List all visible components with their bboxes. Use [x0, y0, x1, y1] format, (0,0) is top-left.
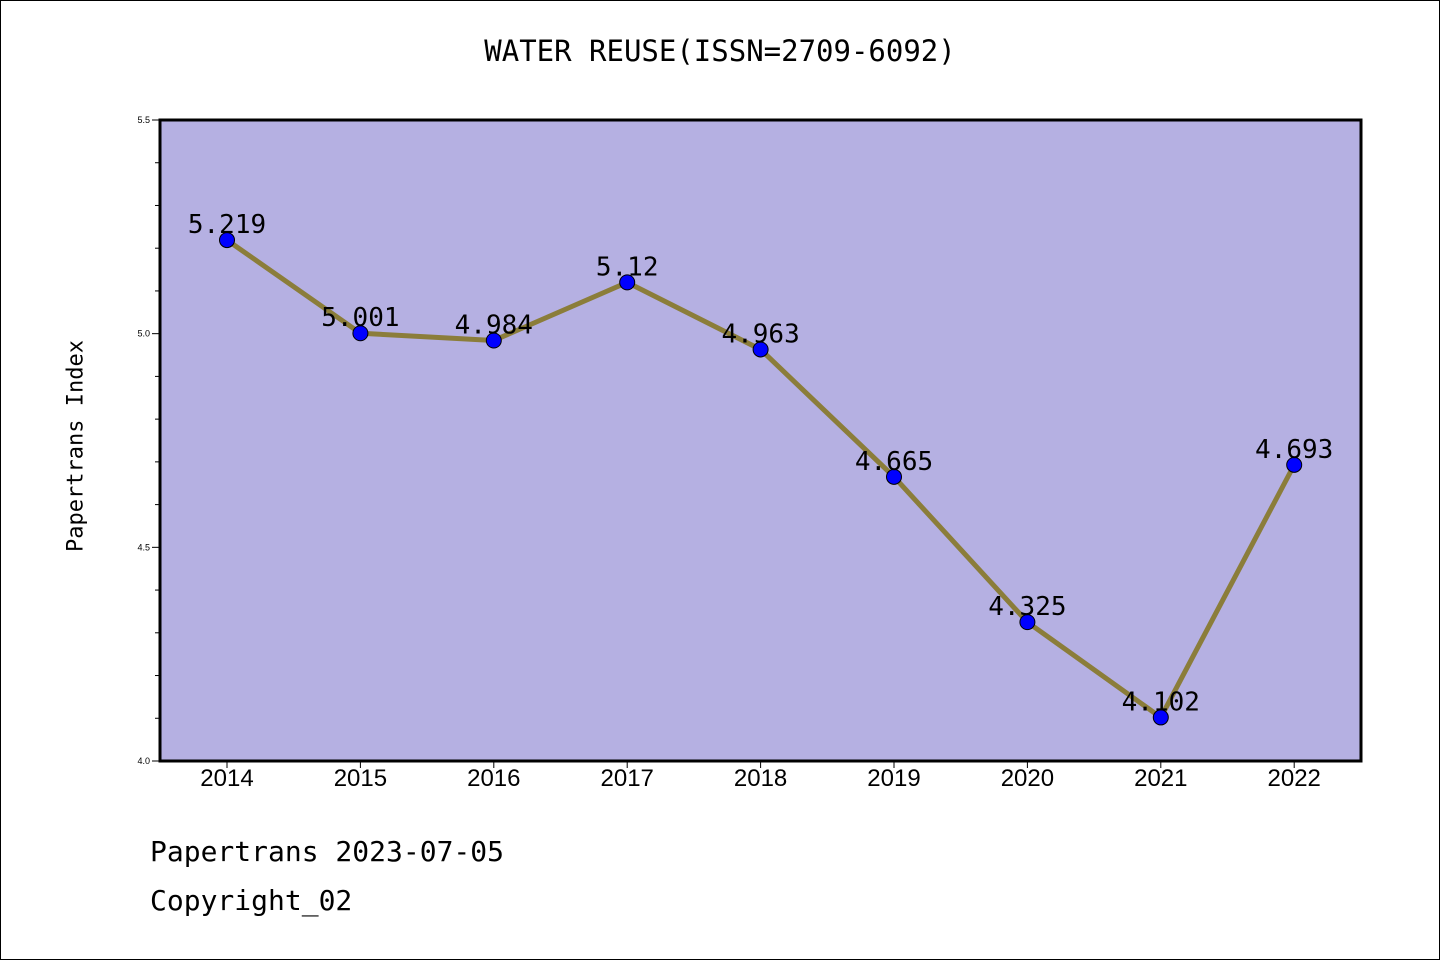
x-tick-label: 2014 — [200, 765, 253, 792]
x-tick-label: 2015 — [334, 765, 387, 792]
footer-date: Papertrans 2023-07-05 — [150, 835, 505, 868]
data-label: 4.984 — [455, 311, 533, 341]
x-tick-label: 2017 — [601, 765, 654, 792]
x-tick-label: 2016 — [467, 765, 520, 792]
data-point — [1286, 456, 1303, 473]
data-point — [485, 332, 502, 349]
x-tick-label: 2022 — [1268, 765, 1321, 792]
data-point — [619, 274, 636, 291]
chart-title: WATER REUSE(ISSN=2709-6092) — [484, 34, 956, 68]
data-label: 4.665 — [855, 447, 933, 477]
y-tick-label: 5.0 — [137, 329, 150, 339]
data-label: 4.102 — [1122, 687, 1200, 717]
x-tick-label: 2020 — [1001, 765, 1054, 792]
footer-copyright: Copyright_02 — [150, 884, 353, 917]
data-point — [352, 325, 369, 342]
plot-border — [158, 118, 1363, 763]
y-tick-label: 4.0 — [137, 756, 150, 766]
plot-area — [160, 120, 1361, 761]
data-label: 5.12 — [596, 252, 659, 282]
y-tick-label: 4.5 — [137, 542, 150, 552]
data-point — [1019, 614, 1036, 631]
data-point — [219, 232, 235, 249]
data-label: 5.001 — [321, 303, 399, 333]
y-tick-label: 5.5 — [137, 115, 150, 125]
data-point — [1152, 709, 1169, 726]
x-tick-label: 2018 — [734, 765, 787, 792]
x-tick-label: 2021 — [1134, 765, 1187, 792]
data-point — [886, 468, 902, 485]
data-label: 5.219 — [188, 210, 266, 240]
x-tick-label: 2019 — [867, 765, 920, 792]
data-label: 4.325 — [988, 592, 1066, 622]
data-label: 4.963 — [721, 319, 799, 349]
data-point — [752, 341, 769, 358]
data-label: 4.693 — [1255, 435, 1333, 465]
